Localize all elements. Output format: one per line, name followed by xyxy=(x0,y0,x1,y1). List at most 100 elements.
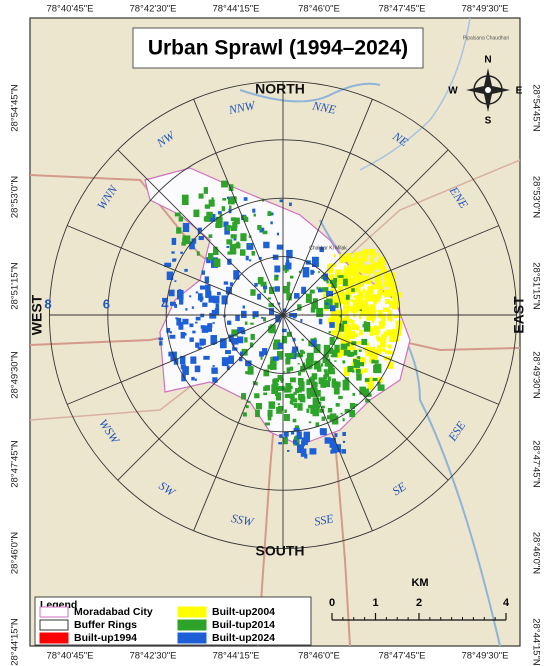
built-up-patch xyxy=(210,335,218,345)
built-up-patch xyxy=(306,391,311,399)
built-up-patch xyxy=(314,389,321,397)
built-up-patch xyxy=(267,211,272,217)
built-up-patch xyxy=(362,324,366,328)
built-up-patch xyxy=(199,285,206,290)
built-up-patch xyxy=(363,388,369,396)
built-up-patch xyxy=(328,331,331,334)
built-up-patch xyxy=(343,349,351,356)
built-up-patch xyxy=(377,384,385,391)
compass-label: N xyxy=(484,55,491,66)
built-up-patch xyxy=(185,308,188,311)
built-up-patch xyxy=(229,205,232,210)
built-up-patch xyxy=(228,184,234,192)
built-up-patch xyxy=(284,431,289,437)
built-up-patch xyxy=(164,262,172,268)
built-up-patch xyxy=(198,193,204,199)
built-up-patch xyxy=(363,321,367,326)
built-up-patch xyxy=(276,351,283,360)
legend-label: Moradabad City xyxy=(74,606,153,618)
built-up-patch xyxy=(312,406,319,417)
built-up-patch xyxy=(267,414,272,421)
built-up-patch xyxy=(299,385,304,391)
built-up-patch xyxy=(207,253,214,260)
built-up-patch xyxy=(273,342,280,350)
compass: N S E W xyxy=(448,55,522,127)
built-up-patch xyxy=(294,293,300,299)
built-up-patch xyxy=(241,393,246,400)
built-up-patch xyxy=(277,375,283,380)
built-up-patch xyxy=(340,337,348,348)
built-up-patch xyxy=(298,270,302,273)
built-up-patch xyxy=(388,272,396,284)
built-up-patch xyxy=(230,250,237,255)
built-up-patch xyxy=(180,251,183,254)
longitude-label: 78°42'30"E xyxy=(129,4,176,15)
ring-label: 4 xyxy=(161,296,169,311)
built-up-patch xyxy=(301,437,309,444)
built-up-patch xyxy=(350,298,353,303)
built-up-patch xyxy=(317,365,322,372)
built-up-patch xyxy=(270,221,273,225)
built-up-patch xyxy=(370,346,375,352)
spoke xyxy=(282,314,373,531)
built-up-patch xyxy=(290,275,294,279)
built-up-patch xyxy=(386,329,392,336)
built-up-patch xyxy=(361,338,368,346)
built-up-patch xyxy=(377,381,381,387)
built-up-patch xyxy=(298,381,305,390)
built-up-patch xyxy=(362,288,366,293)
built-up-patch xyxy=(342,431,346,436)
built-up-patch xyxy=(364,293,370,302)
built-up-patch xyxy=(365,290,369,296)
legend-label: Built-up2024 xyxy=(212,632,275,644)
built-up-patch xyxy=(389,337,396,342)
built-up-patch xyxy=(301,440,305,447)
built-up-patch xyxy=(178,322,184,330)
built-up-patch xyxy=(319,397,322,401)
built-up-patch xyxy=(318,287,322,289)
built-up-patch xyxy=(349,305,356,312)
latitude-label: 28°54'45"N xyxy=(530,84,541,132)
latitude-label: 28°47'45"N xyxy=(530,440,541,488)
built-up-patch xyxy=(310,387,317,397)
built-up-patch xyxy=(306,387,314,394)
built-up-patch xyxy=(231,337,239,345)
built-up-patch xyxy=(264,385,271,391)
built-up-patch xyxy=(323,352,329,358)
built-up-patch xyxy=(284,268,289,272)
built-up-patch xyxy=(365,348,372,357)
built-up-patch xyxy=(382,291,387,295)
built-up-patch xyxy=(263,317,266,322)
built-up-patch xyxy=(248,235,252,238)
built-up-patch xyxy=(306,352,314,364)
built-up-patch xyxy=(350,320,354,325)
built-up-patch xyxy=(190,356,197,364)
built-up-patch xyxy=(255,402,263,410)
built-up-patch xyxy=(285,382,292,393)
built-up-patch xyxy=(296,431,302,440)
built-up-patch xyxy=(159,341,163,346)
built-up-patch xyxy=(203,355,210,360)
sector-label: SSE xyxy=(313,511,335,529)
built-up-patch xyxy=(371,359,375,364)
built-up-patch xyxy=(320,428,327,436)
built-up-patch xyxy=(306,379,311,386)
built-up-patch xyxy=(338,278,345,285)
built-up-patch xyxy=(166,271,174,281)
built-up-patch xyxy=(269,324,276,334)
built-up-patch xyxy=(192,330,196,334)
built-up-patch xyxy=(289,202,292,207)
built-up-patch xyxy=(353,313,357,318)
built-up-patch xyxy=(328,367,335,375)
latitude-label: 28°47'45"N xyxy=(10,440,21,488)
built-up-patch xyxy=(351,324,358,331)
built-up-patch xyxy=(245,255,249,261)
built-up-patch xyxy=(217,211,222,215)
built-up-patch xyxy=(372,377,378,381)
built-up-patch xyxy=(257,293,262,300)
built-up-patch xyxy=(318,288,323,293)
built-up-patch xyxy=(365,398,371,403)
built-up-patch xyxy=(308,421,312,424)
built-up-patch xyxy=(381,334,387,340)
built-up-patch xyxy=(352,276,359,281)
